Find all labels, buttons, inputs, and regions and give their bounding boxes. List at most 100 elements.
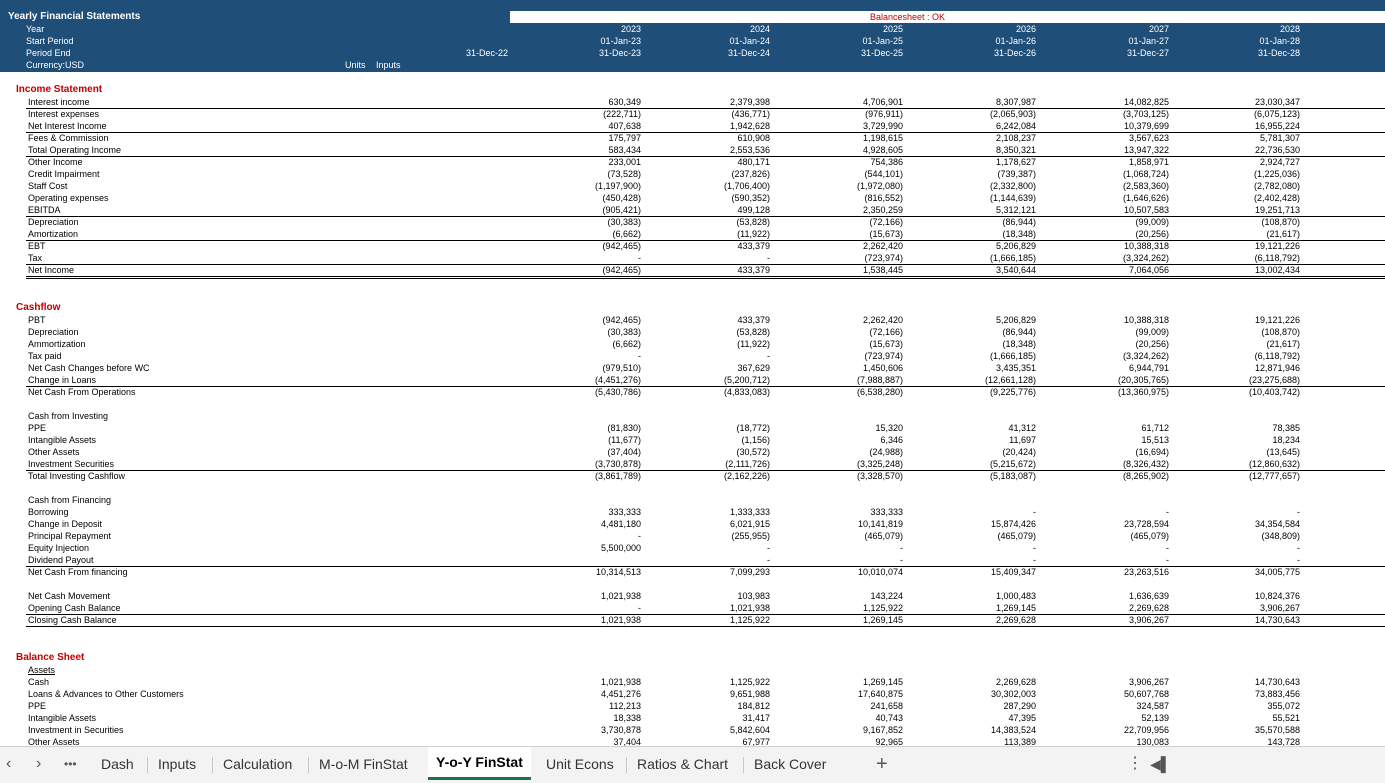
value-cell[interactable]: 14,730,643 [1254,677,1300,687]
value-cell[interactable]: (15,673) [869,339,903,349]
value-cell[interactable]: (108,870) [1261,217,1300,227]
row-label[interactable]: Investment in Securities [28,725,124,735]
row-label[interactable]: Net Cash From financing [28,567,128,577]
value-cell[interactable]: (30,572) [736,447,770,457]
value-cell[interactable]: (18,348) [1002,229,1036,239]
value-cell[interactable]: (3,730,878) [594,459,641,469]
row-label[interactable]: Net Cash Changes before WC [28,363,150,373]
scroll-left-icon[interactable]: ‹ [6,755,12,772]
value-cell[interactable]: 13,947,322 [1123,145,1169,155]
value-cell[interactable]: 3,540,644 [995,265,1036,275]
value-cell[interactable]: 9,167,852 [862,725,903,735]
row-label[interactable]: Opening Cash Balance [28,603,121,613]
value-cell[interactable]: 10,314,513 [595,567,641,577]
value-cell[interactable]: (72,166) [869,217,903,227]
value-cell[interactable]: (8,265,902) [1122,471,1169,481]
sheet-tab[interactable]: M-o-M FinStat [319,756,408,772]
value-cell[interactable]: 31,417 [742,713,770,723]
row-label[interactable]: Total Investing Cashflow [28,471,126,481]
value-cell[interactable]: 333,333 [870,507,903,517]
value-cell[interactable]: (3,324,262) [1122,351,1169,361]
value-cell[interactable]: 3,435,351 [995,363,1036,373]
row-label[interactable]: Net Interest Income [28,121,107,131]
value-cell[interactable]: 103,983 [737,591,770,601]
value-cell[interactable]: 55,521 [1272,713,1300,723]
row-label[interactable]: Change in Loans [28,375,97,385]
value-cell[interactable]: 184,812 [737,701,770,711]
value-cell[interactable]: (1,972,080) [856,181,903,191]
value-cell[interactable]: 78,385 [1272,423,1300,433]
value-cell[interactable]: (979,510) [602,363,641,373]
value-cell[interactable]: (12,860,632) [1248,459,1300,469]
value-cell[interactable]: 5,206,829 [995,315,1036,325]
sheet-tab[interactable]: Ratios & Chart [637,756,729,772]
value-cell[interactable]: 19,121,226 [1254,241,1300,251]
value-cell[interactable]: (465,079) [1130,531,1169,541]
value-cell[interactable]: (1,197,900) [594,181,641,191]
row-label[interactable]: Loans & Advances to Other Customers [28,689,184,699]
row-label[interactable]: Other Assets [28,737,80,746]
value-cell[interactable]: 73,883,456 [1254,689,1300,699]
value-cell[interactable]: (5,200,712) [723,375,770,385]
value-cell[interactable]: 10,388,318 [1123,315,1169,325]
value-cell[interactable]: (942,465) [602,265,641,275]
value-cell[interactable]: (20,305,765) [1117,375,1169,385]
value-cell[interactable]: 34,005,775 [1254,567,1300,577]
value-cell[interactable]: 1,198,615 [862,133,903,143]
value-cell[interactable]: 8,307,987 [995,97,1036,107]
value-cell[interactable]: (99,009) [1135,217,1169,227]
row-label[interactable]: Ammortization [28,339,86,349]
value-cell[interactable]: 1,269,145 [862,615,903,625]
value-cell[interactable]: 5,312,121 [995,205,1036,215]
value-cell[interactable]: 47,395 [1008,713,1036,723]
value-cell[interactable]: 1,178,627 [995,157,1036,167]
value-cell[interactable]: 355,072 [1267,701,1300,711]
row-label[interactable]: Fees & Commission [28,133,109,143]
value-cell[interactable]: (544,101) [864,169,903,179]
value-cell[interactable]: (942,465) [602,241,641,251]
assets-label[interactable]: Assets [28,665,56,675]
value-cell[interactable]: 13,002,434 [1254,265,1300,275]
value-cell[interactable]: 30,302,003 [990,689,1036,699]
value-cell[interactable]: 6,021,915 [729,519,770,529]
value-cell[interactable]: (450,428) [602,193,641,203]
value-cell[interactable]: 5,500,000 [600,543,641,553]
row-label[interactable]: Interest expenses [28,109,100,119]
value-cell[interactable]: - [638,603,641,613]
value-cell[interactable]: 1,125,922 [729,677,770,687]
value-cell[interactable]: - [1297,555,1300,565]
row-label[interactable]: Tax [28,253,43,263]
value-cell[interactable]: 2,350,259 [862,205,903,215]
sheet-tab[interactable]: Dash [101,756,134,772]
value-cell[interactable]: (942,465) [602,315,641,325]
value-cell[interactable]: 6,944,791 [1128,363,1169,373]
value-cell[interactable]: - [638,351,641,361]
value-cell[interactable]: 15,409,347 [990,567,1036,577]
value-cell[interactable]: 175,797 [608,133,641,143]
value-cell[interactable]: 10,141,819 [857,519,903,529]
value-cell[interactable]: 3,729,990 [862,121,903,131]
value-cell[interactable]: 754,386 [870,157,903,167]
scroll-right-icon[interactable]: › [36,755,42,772]
value-cell[interactable]: (2,065,903) [989,109,1036,119]
value-cell[interactable]: (12,661,128) [984,375,1036,385]
value-cell[interactable]: (11,922) [737,339,770,349]
value-cell[interactable]: 1,450,606 [862,363,903,373]
value-cell[interactable]: 1,333,333 [729,507,770,517]
value-cell[interactable]: (1,646,626) [1122,193,1169,203]
row-label[interactable]: Principal Repayment [28,531,112,541]
value-cell[interactable]: 16,955,224 [1254,121,1300,131]
value-cell[interactable]: (6,662) [612,229,641,239]
value-cell[interactable]: (53,828) [736,327,770,337]
value-cell[interactable]: 2,924,727 [1259,157,1300,167]
value-cell[interactable]: 1,021,938 [600,591,641,601]
value-cell[interactable]: 14,730,643 [1254,615,1300,625]
value-cell[interactable]: 41,312 [1008,423,1036,433]
row-label[interactable]: Cash [28,677,50,687]
value-cell[interactable]: (5,215,672) [989,459,1036,469]
row-label[interactable]: PBT [28,315,46,325]
value-cell[interactable]: 4,481,180 [600,519,641,529]
options-menu-icon[interactable]: ⋮ [1127,755,1143,772]
row-label[interactable]: EBT [28,241,46,251]
value-cell[interactable]: 12,871,946 [1254,363,1300,373]
